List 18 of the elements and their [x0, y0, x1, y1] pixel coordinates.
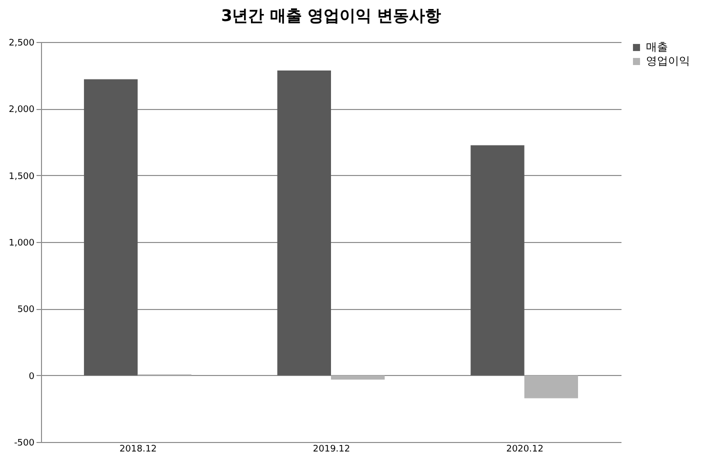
bar — [331, 375, 385, 380]
legend-label: 영업이익 — [646, 54, 690, 68]
y-tick-label: 2,500 — [8, 38, 35, 48]
x-tick-label: 2018.12 — [120, 444, 157, 454]
bar — [84, 79, 138, 376]
bar — [277, 70, 331, 376]
legend-label: 매출 — [646, 40, 668, 54]
bar — [524, 375, 578, 398]
chart-title: 3년간 매출 영업이익 변동사항 — [221, 6, 441, 25]
y-tick-label: 0 — [28, 372, 35, 382]
y-tick-label: -500 — [14, 438, 35, 448]
y-tick-label: 2,000 — [8, 105, 35, 116]
bar — [470, 145, 524, 376]
x-tick-label: 2019.12 — [312, 444, 350, 454]
y-tick-label: 500 — [17, 305, 35, 316]
y-tick-label: 1,500 — [8, 172, 35, 182]
x-tick-label: 2020.12 — [506, 444, 544, 454]
y-tick-label: 1,000 — [8, 238, 35, 248]
